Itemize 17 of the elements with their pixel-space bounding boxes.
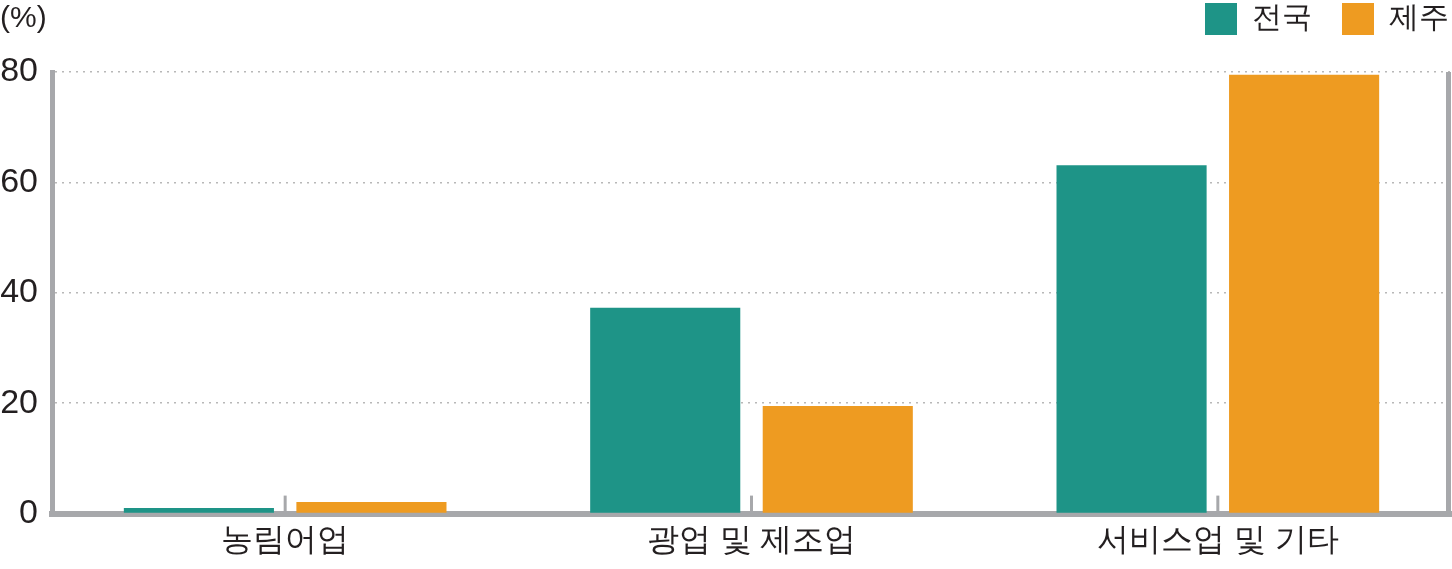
y-tick-label: 0 [19, 491, 38, 530]
y-tick-label: 20 [0, 381, 38, 420]
y-tick-label: 80 [0, 50, 38, 89]
bar [1229, 74, 1380, 513]
x-tick-label: 광업 및 제조업 [646, 520, 857, 557]
legend-label: 전국 [1252, 0, 1312, 34]
y-tick-label: 40 [0, 271, 38, 310]
bar [762, 405, 913, 513]
x-tick-label: 농림어업 [221, 520, 350, 557]
bar [590, 307, 741, 513]
y-tick-label: 60 [0, 160, 38, 199]
bar [296, 502, 447, 513]
y-axis-title: (%) [0, 0, 47, 34]
legend-label: 제주 [1389, 0, 1449, 34]
bar [1056, 165, 1207, 513]
x-tick-label: 서비스업 및 기타 [1096, 520, 1339, 557]
bar [123, 508, 274, 513]
